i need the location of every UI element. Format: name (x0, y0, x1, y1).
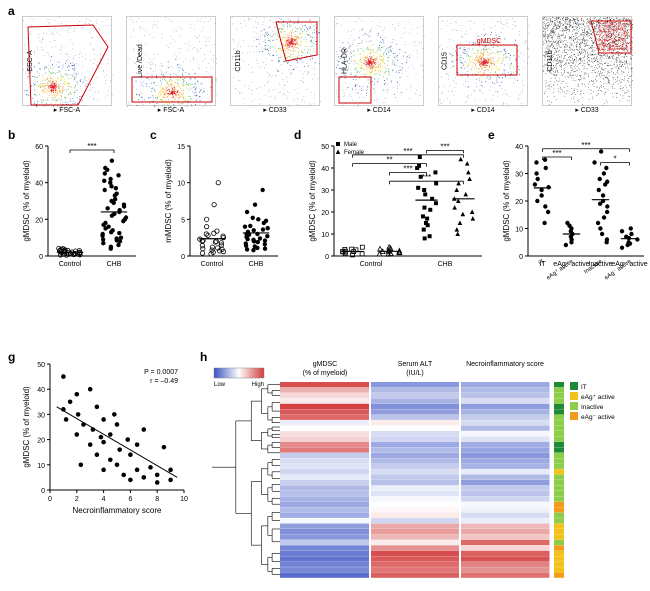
panel-d-strip-chart: 01020304050gMDSC (% of myeloid)ControlCH… (306, 132, 486, 282)
panel-g-label: g (8, 350, 15, 364)
panel-a-flow-cytometry-row: SSC-A▸ FSC-ALive /Dead▸ FSC-ACD11b▸ CD33… (8, 6, 642, 118)
facs-plot-3: HLA-DR▸ CD14 (334, 16, 424, 106)
facs-plot-4: CD15▸ CD14gMDSC (438, 16, 528, 106)
panel-e-strip-chart: 010203040gMDSC (% of myeloid)ITeAg⁺ acti… (500, 132, 648, 282)
panel-d-label: d (294, 128, 301, 142)
panel-g-scatter: 010203040500246810gMDSC (% of myeloid)Ne… (20, 356, 190, 516)
panel-c-label: c (150, 128, 157, 142)
panel-c-strip-chart: 051015mMDSC (% of myeloid)ControlCHB (162, 132, 282, 282)
facs-plot-5: CD11b▸ CD33 (542, 16, 632, 106)
svg-text:gMDSC: gMDSC (477, 38, 502, 45)
facs-plot-2: CD11b▸ CD33 (230, 16, 320, 106)
panel-h-heatmap: gMDSC(% of myeloid)Serum ALT(IU/L)Necroi… (206, 354, 644, 582)
panel-e-label: e (488, 128, 495, 142)
panel-b-strip-chart: 0204060gMDSC (% of myeloid)ControlCHB*** (20, 132, 140, 282)
facs-plot-1: Live /Dead▸ FSC-A (126, 16, 216, 106)
facs-plot-0: SSC-A▸ FSC-A (22, 16, 112, 106)
panel-b-label: b (8, 128, 15, 142)
